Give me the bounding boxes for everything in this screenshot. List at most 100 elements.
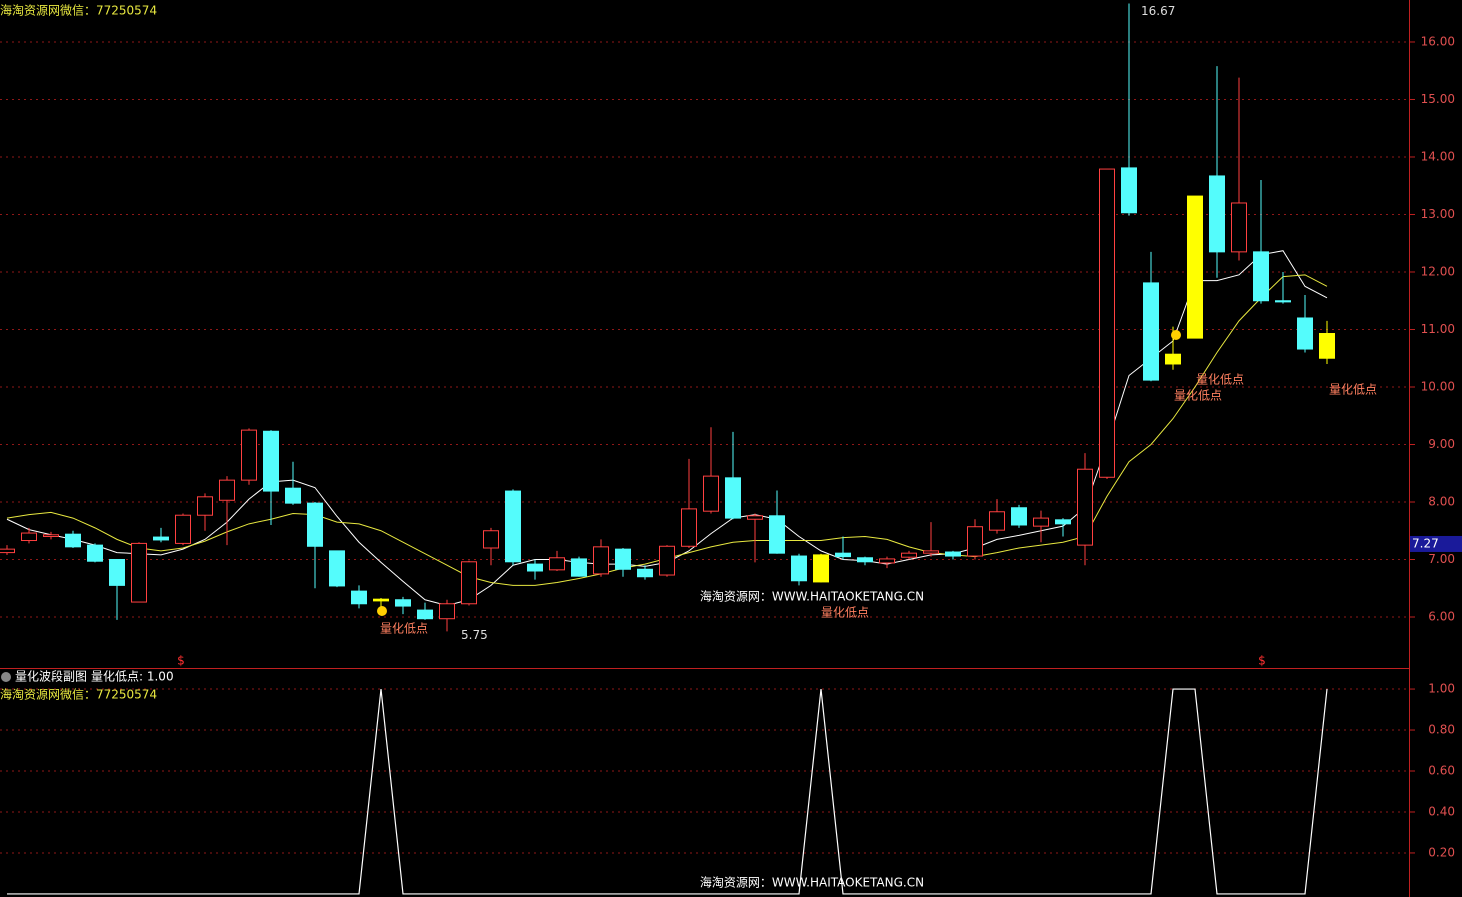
candle-body — [681, 508, 697, 547]
y-tick-label: 0.80 — [1428, 723, 1455, 737]
y-tick-label: 13.00 — [1421, 207, 1455, 221]
candle-body — [43, 534, 59, 537]
low-label: 5.75 — [461, 628, 488, 642]
panel-subtitle: 海淘资源网微信：77250574 — [0, 687, 157, 702]
y-tick-label: 11.00 — [1421, 322, 1455, 336]
candle-body — [1077, 468, 1093, 546]
candle-body — [593, 546, 609, 575]
candle-body — [505, 490, 521, 563]
candle-body — [1319, 333, 1335, 359]
candle-body — [549, 557, 565, 571]
candle-body — [615, 548, 631, 570]
candle-body — [659, 545, 675, 576]
candle-body — [21, 532, 37, 542]
high-label: 16.67 — [1141, 4, 1175, 18]
annotation: 量化低点 — [380, 622, 428, 636]
y-tick-label: 6.00 — [1428, 609, 1455, 623]
y-tick-label: 14.00 — [1421, 149, 1455, 163]
candle-body — [703, 475, 719, 512]
y-tick-label: 7.00 — [1428, 552, 1455, 566]
y-tick-label: 12.00 — [1421, 264, 1455, 278]
y-tick-label: 9.00 — [1428, 437, 1455, 451]
candle-body — [945, 551, 961, 557]
annotation: 量化低点 — [821, 606, 869, 620]
y-tick-label: 0.20 — [1428, 845, 1455, 859]
candle-body — [219, 479, 235, 501]
candle-body — [835, 552, 851, 558]
candle-body — [967, 526, 983, 557]
candle-body — [637, 568, 653, 578]
price-marker-box — [1410, 535, 1462, 552]
candle-body — [483, 530, 499, 549]
collapse-icon[interactable] — [1, 672, 11, 682]
candle-body — [417, 609, 433, 620]
candle-body — [373, 598, 389, 602]
annotation: $ — [1258, 654, 1266, 668]
candle-body — [263, 430, 279, 492]
candle-body — [1275, 300, 1291, 303]
candle-body — [175, 514, 191, 544]
candle-body — [747, 515, 763, 520]
candle-body — [329, 550, 345, 587]
candle-body — [1143, 282, 1159, 381]
candle-body — [1187, 195, 1203, 339]
candle-body — [1297, 317, 1313, 350]
candle-body — [989, 511, 1005, 531]
candle-body — [461, 561, 477, 605]
candle-body — [879, 558, 895, 564]
y-tick-label: 0.60 — [1428, 764, 1455, 778]
candle-body — [769, 515, 785, 554]
candle-body — [395, 599, 411, 607]
candle-body — [307, 502, 323, 547]
price-marker: 7.27 — [1412, 536, 1439, 550]
legend-text: 量化低点: 1.00 — [91, 670, 174, 684]
candle-body — [1165, 353, 1181, 365]
annotation: 量化低点 — [1196, 373, 1244, 387]
y-tick-label: 0.40 — [1428, 804, 1455, 818]
candle-body — [901, 552, 917, 558]
panel-title: 量化波段副图 — [15, 669, 87, 684]
candle-body — [439, 603, 455, 620]
watermark: 海淘资源网：WWW.HAITAOKETANG.CN — [700, 589, 924, 604]
candle-body — [87, 544, 103, 562]
annotation: 量化低点 — [1329, 383, 1377, 397]
signal-dot — [1171, 330, 1181, 340]
candle-body — [285, 487, 301, 504]
candle-body — [0, 548, 15, 554]
annotation: $ — [177, 654, 185, 668]
candle-body — [109, 558, 125, 586]
annotation: 量化低点 — [1174, 389, 1222, 403]
candle-body — [241, 429, 257, 481]
candle-body — [1209, 175, 1225, 253]
candle-body — [725, 477, 741, 519]
candle-body — [1055, 519, 1071, 525]
candle-body — [527, 563, 543, 572]
watermark: 海淘资源网：WWW.HAITAOKETANG.CN — [700, 875, 924, 890]
candle-body — [1033, 517, 1049, 527]
candle-body — [197, 496, 213, 516]
candle-body — [153, 536, 169, 541]
candle-body — [131, 542, 147, 603]
candle-body — [1099, 168, 1115, 478]
candle-body — [1231, 202, 1247, 253]
candle-body — [1253, 251, 1269, 302]
candle-body — [1121, 167, 1137, 214]
chart-title: 海淘资源网微信：77250574 — [0, 3, 157, 18]
y-tick-label: 10.00 — [1421, 379, 1455, 393]
candle-body — [813, 554, 829, 583]
candle-body — [1011, 507, 1027, 526]
y-tick-label: 16.00 — [1421, 34, 1455, 48]
candle-body — [857, 557, 873, 563]
candle-body — [351, 590, 367, 605]
y-tick-label: 8.00 — [1428, 494, 1455, 508]
y-tick-label: 1.00 — [1428, 682, 1455, 696]
candle-body — [791, 555, 807, 582]
y-tick-label: 15.00 — [1421, 92, 1455, 106]
candle-body — [923, 550, 939, 554]
indicator-line — [7, 688, 1328, 895]
candle-body — [65, 533, 81, 548]
candle-body — [571, 558, 587, 577]
signal-dot — [377, 606, 387, 616]
